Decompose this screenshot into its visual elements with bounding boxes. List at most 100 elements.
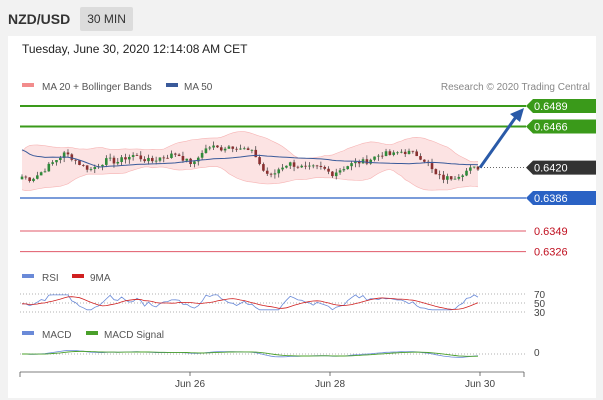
candle-body — [101, 164, 104, 167]
candle-body — [254, 149, 258, 158]
candle-body — [147, 157, 150, 162]
candle-body — [350, 163, 353, 167]
level-label: 0.6466 — [534, 122, 568, 134]
ma9-legend-label: 9MA — [90, 273, 111, 284]
current-price-tag — [526, 160, 596, 175]
candle-body — [369, 159, 373, 164]
candle-body — [32, 178, 35, 182]
candle-body — [342, 169, 346, 171]
candle-body — [449, 176, 453, 180]
candle-body — [354, 161, 357, 164]
candle-body — [239, 148, 242, 150]
candle-body — [124, 157, 127, 160]
candle-body — [281, 167, 284, 170]
chart-timestamp: Tuesday, June 30, 2020 12:14:08 AM CET — [22, 42, 248, 56]
candle-body — [380, 155, 384, 157]
candle-body — [212, 145, 215, 148]
bollinger-lower — [21, 166, 479, 192]
candle-body — [338, 170, 342, 173]
x-tick-label: Jun 26 — [175, 379, 205, 390]
candle-body — [116, 161, 120, 164]
candle-body — [51, 162, 54, 164]
currency-pair: NZD/USD — [8, 11, 71, 27]
candle-body — [70, 154, 74, 160]
macd-level-label: 0 — [534, 348, 540, 359]
candle-body — [105, 158, 108, 165]
candle-body — [269, 173, 273, 175]
ma50-legend-label: MA 50 — [184, 82, 213, 93]
candle-body — [150, 157, 154, 162]
candle-body — [47, 163, 51, 172]
candle-body — [469, 167, 472, 171]
candle-body — [461, 175, 464, 177]
signal-legend-swatch — [86, 331, 98, 335]
candle-body — [28, 177, 31, 182]
candle-body — [181, 156, 185, 161]
ma50-legend-swatch — [166, 83, 178, 87]
rsi-ma9-line — [21, 296, 479, 310]
candle-body — [315, 165, 319, 167]
candle-body — [384, 151, 388, 157]
candle-body — [120, 157, 123, 162]
candle-body — [457, 176, 461, 179]
candle-body — [173, 153, 177, 155]
candle-body — [250, 149, 254, 151]
ma9-legend-swatch — [72, 274, 84, 278]
candle-body — [442, 174, 445, 180]
candle-body — [108, 157, 112, 159]
candle-body — [82, 164, 85, 166]
candle-body — [419, 156, 422, 160]
candle-body — [158, 157, 162, 161]
candle-body — [43, 171, 47, 173]
timeframe-button[interactable]: 30 MIN — [80, 7, 133, 31]
rsi-level-label: 50 — [534, 299, 546, 310]
candle-body — [285, 165, 288, 168]
ma20-legend-label: MA 20 + Bollinger Bands — [42, 82, 152, 93]
candle-body — [357, 161, 361, 164]
candle-body — [131, 155, 135, 157]
candle-body — [24, 176, 28, 178]
candle-body — [327, 168, 330, 172]
projection-head — [510, 108, 524, 122]
ma50-line — [21, 149, 479, 168]
candle-body — [74, 159, 77, 161]
level-label: 0.6326 — [534, 247, 568, 259]
candle-body — [415, 151, 418, 157]
candle-body — [407, 150, 411, 155]
candle-body — [208, 147, 212, 149]
candle-body — [185, 158, 189, 161]
candle-body — [346, 166, 350, 170]
candle-body — [242, 148, 246, 150]
candle-body — [143, 159, 146, 162]
macd-signal-line — [22, 350, 479, 357]
price-levels: 0.6489 0.6466 0.6386 0.6349 0.6326 0.6420 — [20, 99, 596, 259]
candle-body — [434, 169, 438, 175]
candle-body — [39, 172, 43, 176]
candle-body — [66, 152, 70, 155]
candle-body — [430, 163, 434, 170]
level-tag — [526, 191, 596, 205]
candle-body — [277, 169, 281, 174]
x-tick-label: Jun 28 — [315, 379, 345, 390]
candle-body — [55, 160, 58, 163]
candle-body — [154, 160, 158, 162]
level-label: 0.6489 — [534, 101, 568, 113]
macd-panel: 0 — [20, 348, 540, 359]
candle-body — [265, 170, 269, 174]
rsi-legend-label: RSI — [42, 273, 59, 284]
candle-body — [446, 176, 449, 180]
candle-body — [388, 151, 392, 155]
candle-body — [223, 148, 227, 151]
candle-body — [219, 147, 223, 151]
candle-body — [193, 161, 196, 165]
macd-legend-swatch — [22, 331, 34, 335]
candle-body — [93, 167, 97, 170]
candle-body — [227, 146, 231, 149]
candle-body — [89, 169, 93, 170]
candle-body — [127, 156, 131, 160]
candle-body — [20, 176, 24, 180]
research-credit: Research © 2020 Trading Central — [441, 82, 590, 93]
candle-body — [78, 160, 81, 165]
